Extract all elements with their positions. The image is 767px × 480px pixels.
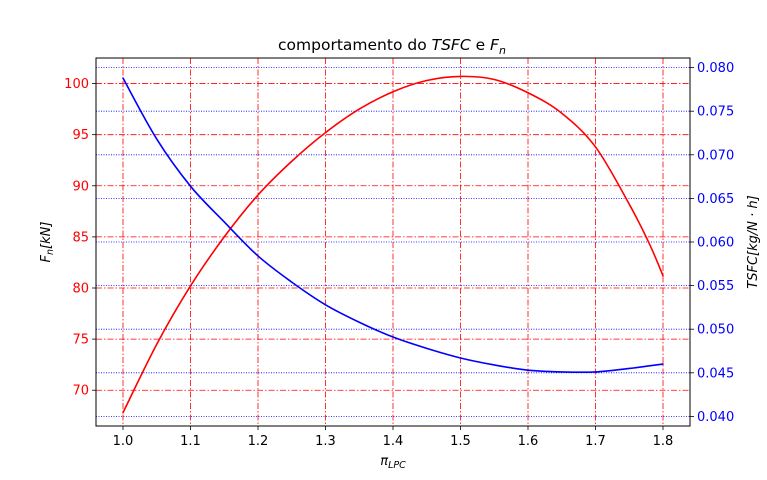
- x-tick-label: 1.4: [383, 434, 404, 449]
- x-tick-label: 1.0: [113, 434, 134, 449]
- y-right-tick-label: 0.065: [697, 192, 734, 207]
- left-axis-grid: [96, 58, 690, 426]
- y-right-tick-label: 0.045: [697, 366, 734, 381]
- x-tick-label: 1.6: [518, 434, 539, 449]
- series-layer: [122, 75, 664, 414]
- x-tick-label: 1.7: [585, 434, 606, 449]
- y-right-tick-label: 0.075: [697, 105, 734, 120]
- y-left-tick-label: 70: [72, 384, 89, 399]
- y-left-tick-label: 75: [72, 333, 89, 348]
- y-axis-left: 70 75 80 85 90 95 100: [64, 77, 96, 399]
- x-tick-label: 1.2: [248, 434, 269, 449]
- y-axis-left-label: Fn[kN]: [39, 222, 56, 263]
- y-axis-right-label: TSFC[kg/N · h]: [746, 195, 761, 288]
- x-axis: 1.0 1.1 1.2 1.3 1.4 1.5 1.6 1.7 1.8: [113, 426, 674, 449]
- y-right-tick-label: 0.040: [697, 410, 734, 425]
- x-tick-label: 1.3: [315, 434, 336, 449]
- x-tick-label: 1.5: [450, 434, 471, 449]
- y-left-tick-label: 90: [72, 179, 89, 194]
- y-right-tick-label: 0.070: [697, 148, 734, 163]
- y-left-tick-label: 80: [72, 282, 89, 297]
- x-tick-label: 1.1: [180, 434, 201, 449]
- y-right-tick-label: 0.050: [697, 323, 734, 338]
- y-right-tick-label: 0.060: [697, 236, 734, 251]
- y-left-tick-label: 85: [72, 230, 89, 245]
- x-tick-label: 1.8: [653, 434, 674, 449]
- y-axis-right: 0.040 0.045 0.050 0.055 0.060 0.065 0.070 0.075…: [690, 61, 734, 425]
- y-right-tick-label: 0.080: [697, 61, 734, 76]
- tsfc-series-line: [122, 77, 664, 374]
- y-left-tick-label: 95: [72, 128, 89, 143]
- chart-title: comportamento do TSFC e Fn: [278, 36, 506, 57]
- y-right-tick-label: 0.055: [697, 279, 734, 294]
- y-left-tick-label: 100: [64, 77, 89, 92]
- fn-series-line: [122, 75, 664, 414]
- x-axis-label: πLPC: [380, 454, 406, 471]
